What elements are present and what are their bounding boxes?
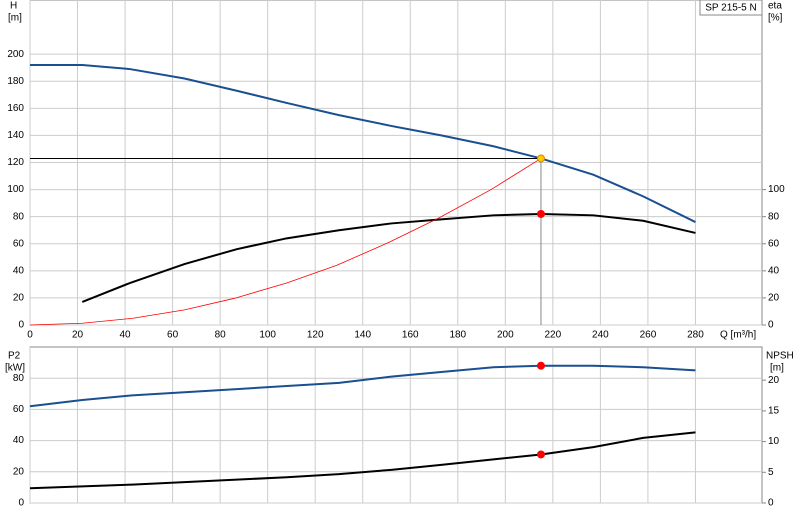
x-tick-label: 280	[687, 330, 704, 341]
x-tick-label: 60	[167, 330, 179, 341]
x-tick-label: 20	[72, 330, 84, 341]
y-tick-label: 20	[13, 293, 25, 304]
y-tick-label: 40	[13, 435, 25, 446]
x-tick-label: 200	[497, 330, 514, 341]
y-tick-label: 0	[18, 320, 24, 331]
y2-tick-label: 5	[768, 467, 774, 478]
y2-tick-label: 0	[768, 320, 774, 331]
curve	[81, 212, 696, 303]
x-tick-label: 0	[27, 330, 33, 341]
y2-tick-label: 0	[768, 498, 774, 509]
y2-unit: [m]	[770, 363, 784, 374]
y2-tick-label: 40	[768, 265, 780, 276]
y2-tick-label: 10	[768, 436, 780, 447]
chart-title: SP 215-5 N	[705, 3, 757, 14]
y-tick-label: 140	[7, 130, 24, 141]
y2-label: eta	[768, 1, 782, 12]
y-tick-label: 100	[7, 184, 24, 195]
y-label: P2	[8, 351, 21, 362]
y-label: H	[10, 1, 17, 12]
x-tick-label: 220	[545, 330, 562, 341]
x-tick-label: 100	[259, 330, 276, 341]
y-tick-label: 200	[7, 49, 24, 60]
x-tick-label: 40	[120, 330, 132, 341]
x-tick-label: 140	[354, 330, 371, 341]
y-unit: [m]	[8, 13, 22, 24]
x-tick-label: 160	[402, 330, 419, 341]
point	[536, 361, 545, 370]
x-tick-label: 240	[592, 330, 609, 341]
y2-tick-label: 100	[768, 184, 785, 195]
y-tick-label: 180	[7, 76, 24, 87]
y-tick-label: 60	[13, 238, 25, 249]
y-tick-label: 20	[13, 466, 25, 477]
y-tick-label: 120	[7, 157, 24, 168]
y2-tick-label: 20	[768, 293, 780, 304]
y-tick-label: 160	[7, 103, 24, 114]
curve	[30, 64, 696, 223]
y2-label: NPSH	[766, 351, 794, 362]
curve	[29, 158, 542, 326]
x-tick-label: 120	[307, 330, 324, 341]
title-box	[699, 0, 763, 16]
curve	[29, 431, 696, 490]
x-tick-label: 180	[449, 330, 466, 341]
point	[536, 450, 545, 459]
y2-tick-label: 80	[768, 211, 780, 222]
point	[536, 209, 545, 218]
point	[536, 154, 545, 163]
x-label: Q [m³/h]	[720, 330, 756, 341]
y-tick-label: 80	[13, 373, 25, 384]
y-tick-label: 80	[13, 211, 25, 222]
y2-tick-label: 20	[768, 375, 780, 386]
x-tick-label: 260	[640, 330, 657, 341]
y2-unit: [%]	[768, 13, 783, 24]
y-unit: [kW]	[5, 363, 25, 374]
curve	[29, 364, 696, 408]
plot-area	[29, 346, 763, 504]
y-tick-label: 60	[13, 404, 25, 415]
y-tick-label: 40	[13, 265, 25, 276]
y2-tick-label: 15	[768, 406, 780, 417]
y2-tick-label: 60	[768, 238, 780, 249]
y-tick-label: 0	[18, 498, 24, 509]
x-tick-label: 80	[215, 330, 227, 341]
